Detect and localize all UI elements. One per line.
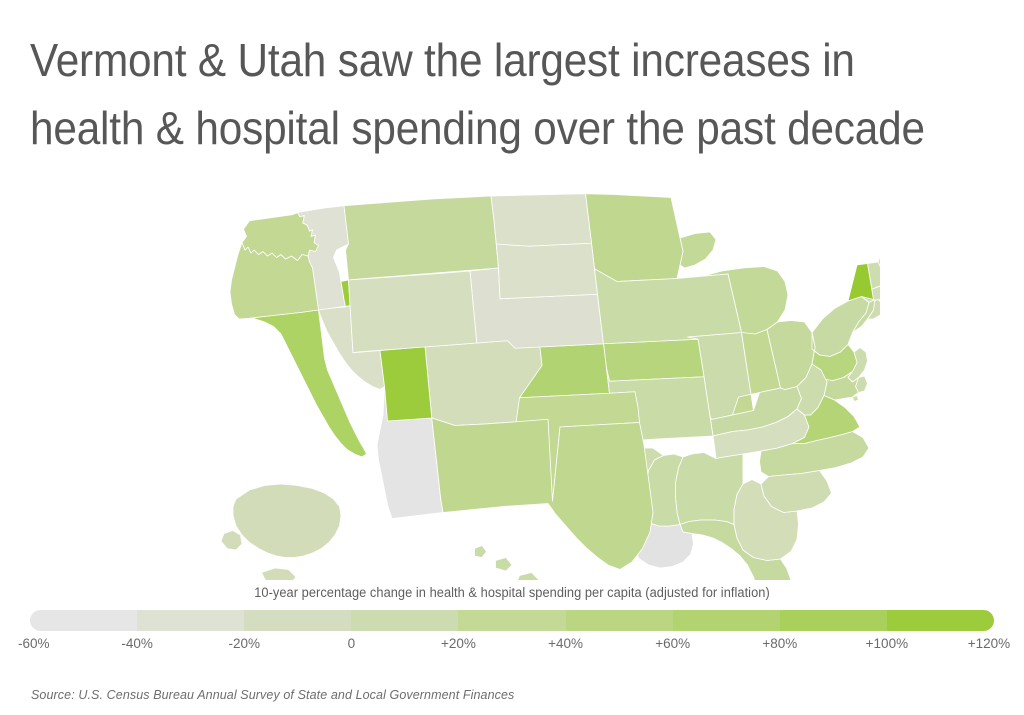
legend-tick-labels: -60% -40% -20% 0 +20% +40% +60% +80% +100% +120%	[18, 636, 1010, 654]
us-choropleth-map: Alabama: +34%Alaska: +14%Arizona: -32%Ar…	[150, 190, 880, 580]
legend-swatch-6	[672, 610, 780, 631]
us-map-svg: Alabama: +34%Alaska: +14%Arizona: -32%Ar…	[220, 193, 880, 580]
state-wy: Wyoming: +14%	[348, 270, 478, 354]
legend-tick-3: 0	[347, 636, 356, 651]
legend: 10-year percentage change in health & ho…	[0, 585, 1024, 654]
title-line-1: Vermont & Utah saw the largest increases…	[30, 34, 855, 86]
state-dc: District of Columbia: +30%	[852, 395, 859, 402]
legend-tick-0: -60%	[18, 636, 50, 651]
legend-swatch-0	[30, 610, 138, 631]
state-mt: Montana: +40%	[343, 195, 499, 281]
state-tx: Texas: +46%	[431, 417, 654, 570]
legend-tick-9: +120%	[967, 636, 1011, 651]
state-sd: South Dakota: +4%	[495, 242, 598, 300]
state-vt: Vermont: +118%	[847, 263, 874, 302]
state-mn: Minnesota: +46%	[585, 193, 684, 284]
legend-tick-8: +100%	[865, 636, 909, 651]
legend-tick-2: -20%	[228, 636, 260, 651]
legend-tick-4: +20%	[440, 636, 476, 651]
legend-swatch-2	[244, 610, 352, 631]
legend-color-bar	[30, 610, 994, 631]
state-wa: Washington: +44%	[241, 212, 319, 261]
legend-tick-6: +60%	[655, 636, 691, 651]
legend-title: 10-year percentage change in health & ho…	[254, 585, 770, 600]
state-sc: South Carolina: +22%	[760, 470, 832, 513]
state-wv: West Virginia: +30%	[796, 363, 828, 416]
source-note: Source: U.S. Census Bureau Annual Survey…	[31, 688, 515, 702]
legend-tick-5: +40%	[548, 636, 583, 651]
state-ak: Alaska: +14%	[220, 483, 342, 580]
legend-swatch-3	[351, 610, 459, 631]
legend-tick-1: -40%	[121, 636, 153, 651]
title-line-2: health & hospital spending over the past…	[30, 102, 925, 154]
state-ny: New York: +36%	[811, 296, 876, 357]
page-title: Vermont & Utah saw the largest increases…	[30, 26, 1005, 162]
legend-swatch-8	[886, 610, 994, 631]
states-layer: Alabama: +34%Alaska: +14%Arizona: -32%Ar…	[220, 193, 880, 580]
legend-swatch-4	[458, 610, 566, 631]
state-hi: Hawaii: +34%	[474, 545, 540, 580]
legend-swatch-1	[137, 610, 245, 631]
state-al: Alabama: +34%	[675, 452, 744, 525]
legend-swatch-5	[565, 610, 673, 631]
state-me: Maine: +10%	[877, 255, 880, 267]
legend-tick-7: +80%	[762, 636, 798, 651]
state-nd: North Dakota: +6%	[490, 193, 592, 249]
state-wi: Wisconsin: +34%	[594, 268, 742, 345]
legend-swatch-7	[779, 610, 887, 631]
state-ia: Iowa: +58%	[603, 338, 705, 382]
